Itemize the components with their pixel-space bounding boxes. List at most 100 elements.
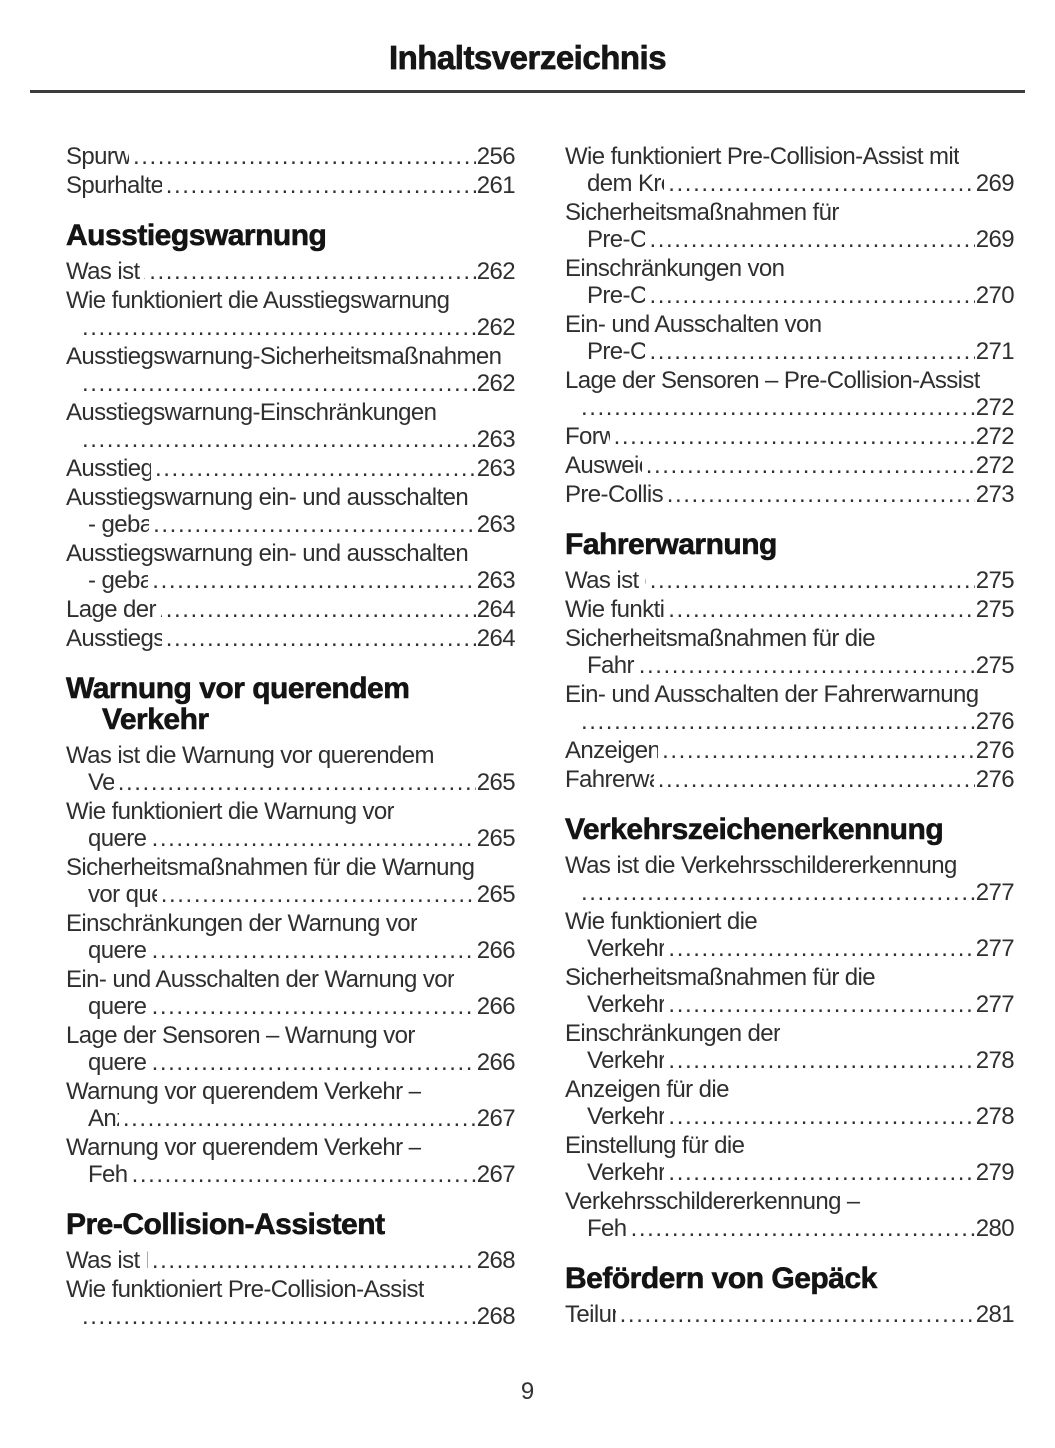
toc-entry-line: 262 [66,314,516,341]
dot-leader [662,737,975,764]
toc-entry: Ein- und Ausschalten der Warnung vor quer… [66,966,516,1020]
toc-entry-line: querendem Verkehr 266 [66,937,516,964]
toc-section-heading: Ausstiegswarnung [66,220,515,252]
toc-entry: Ausstiegswarnung-Sicherheitsmaßnahmen262 [66,343,516,397]
dot-leader [82,370,476,397]
toc-entry-line: Ein- und Ausschalten der Warnung vor [66,966,515,993]
dot-leader [123,1105,476,1132]
dot-leader [133,143,476,170]
toc-section-heading: Pre-Collision-Assistent [66,1209,515,1241]
toc-entry: Pre-Collision-Assist – Fehlersuche 273 [565,481,1015,508]
toc-section-heading-line: Befördern von Gepäck [565,1262,878,1295]
toc-entry-line: 268 [66,1303,516,1330]
toc-entry: Einschränkungen der Warnung vorquerendem… [66,910,516,964]
toc-entry: Ausweich-Lenk-Assistent 272 [565,452,1015,479]
toc-entry: Anzeigen für die Fahrerwarnung 276 [565,737,1015,764]
toc-entry-line: Fahrerwarnung 275 [565,652,1015,679]
toc-entry-line: querendem Verkehr 265 [66,825,516,852]
toc-entry-line: Anzeigen für die [565,1076,1014,1103]
toc-entry-line: Wie funktioniert Pre-Collision-Assist [66,1276,515,1303]
dot-leader [581,879,975,906]
toc-entry-line: 272 [565,394,1015,421]
toc-entry-line: Sicherheitsmaßnahmen für die [565,964,1014,991]
toc-entry-page: 256 [476,143,516,170]
toc-entry: Spurhalteassistent – Fehlersuche 261 [66,172,516,199]
dot-leader [668,170,974,197]
toc-entry-line: Was ist die Warnung vor querendem [66,742,515,769]
page-title: Inhaltsverzeichnis [388,39,667,76]
toc-entry-page: 281 [975,1301,1015,1328]
toc-entry-line: Fehlersuche 267 [66,1161,516,1188]
dot-leader [82,314,476,341]
dot-leader [118,769,476,796]
dot-leader [668,1159,974,1186]
toc-entry-page: 279 [975,1159,1015,1186]
toc-entry-page: 262 [476,314,516,341]
toc-entry-line: Lage der Sensoren – Pre-Collision-Assist [565,367,1014,394]
toc-entry-text: querendem Verkehr [88,825,148,852]
toc-entry: Sicherheitsmaßnahmen für dieVerkehrsschi… [565,964,1015,1018]
toc-entry-page: 269 [975,226,1015,253]
toc-entry-line: Einschränkungen der [565,1020,1014,1047]
toc-entry: Verkehrsschildererkennung –Fehlersuche 28… [565,1188,1015,1242]
toc-entry-text: Einschränkungen von [565,255,785,282]
toc-entry-text: Wie funktioniert Pre-Collision-Assist [66,1276,424,1303]
toc-entry-text: Lage der Ausstiegswarnsensoren [66,596,162,623]
toc-entry: Was ist die Warnung vor querendemVerkehr… [66,742,516,796]
dot-leader [152,825,476,852]
toc-entry-line: querendem Verkehr 266 [66,993,516,1020]
toc-entry-text: Verkehrsschildererkennung [587,991,665,1018]
toc-entry-text: Ausweich-Lenk-Assistent [565,452,642,479]
toc-entry-page: 267 [476,1161,516,1188]
toc-entry-line: Wie funktioniert die Warnung vor [66,798,515,825]
toc-entry-text: Verkehrsschildererkennung [587,1047,665,1074]
toc-column-right: Wie funktioniert Pre-Collision-Assist mi… [565,143,1015,1332]
dot-leader [132,1161,476,1188]
dot-leader [668,596,975,623]
toc-entry-text: Lage der Sensoren – Pre-Collision-Assist [565,367,980,394]
toc-entry: Wie funktioniert dieVerkehrsschildererke… [565,908,1015,962]
toc-entry-line: 262 [66,370,516,397]
toc-entry-line: Wie funktioniert die Fahrerwarnung 275 [565,596,1015,623]
toc-entry-text: Sicherheitsmaßnahmen für die [565,625,876,652]
toc-entry-page: 276 [975,766,1015,793]
toc-entry-text: Wie funktioniert Pre-Collision-Assist mi… [565,143,960,170]
toc-section-heading-line: Verkehrszeichenerkennung [565,813,944,846]
page-number: 9 [520,1378,535,1405]
dot-leader [631,1215,975,1242]
toc-entry-text: Verkehr [88,769,114,796]
dot-leader [581,708,975,735]
toc-entry-text: Warnung vor querendem Verkehr – [66,1078,422,1105]
toc-entry-text: Fehlersuche [587,1215,627,1242]
toc-entry-line: 276 [565,708,1015,735]
toc-entry-line: querendem Verkehr 266 [66,1049,516,1076]
toc-entry: Einstellung für dieVerkehrsschildererken… [565,1132,1015,1186]
toc-entry-line: Ausstiegswarnung-Anzeigen 263 [66,455,516,482]
toc-entry-line: Verkehr 265 [66,769,516,796]
toc-entry-text: Was ist die Fahrerwarnung [565,567,646,594]
toc-entry: Ausstiegswarnung-Anzeigen 263 [66,455,516,482]
dot-leader [152,567,475,594]
toc-entry-line: Fahrerwarnung – Fehlersuche 276 [565,766,1015,793]
toc-entry-line: Ein- und Ausschalten der Fahrerwarnung [565,681,1014,708]
toc-entry-text: Warnung vor querendem Verkehr – [66,1134,422,1161]
toc-entry-text: Ausstiegswarnung – Fehlersuche [66,625,162,652]
toc-entry: Anzeigen für dieVerkehrsschildererkennun… [565,1076,1015,1130]
toc-entry: Teilungssystem 281 [565,1301,1015,1328]
toc-entry-line: Verkehrsschildererkennung 279 [565,1159,1015,1186]
toc-section-heading: Verkehrszeichenerkennung [565,813,1014,846]
dot-leader [668,1047,974,1074]
toc-entry: Sicherheitsmaßnahmen fürPre-Collision-As… [565,199,1015,253]
toc-entry-line: Pre-Collision-Assist – Fehlersuche 273 [565,481,1015,508]
toc-entry-line: Ausstiegswarnung – Fehlersuche 264 [66,625,516,652]
toc-entry: Lage der Sensoren – Warnung vorquerendem… [66,1022,516,1076]
dot-leader [649,282,974,309]
toc-entry-line: Was ist die Fahrerwarnung 275 [565,567,1015,594]
toc-entry-text: dem Kreuzungsassistenten [587,170,664,197]
toc-entry-page: 268 [476,1303,516,1330]
toc-entry: Ausstiegswarnung ein- und ausschalten - g… [66,484,516,538]
toc-entry: Wie funktioniert die Fahrerwarnung 275 [565,596,1015,623]
toc-entry-line: Wie funktioniert die [565,908,1014,935]
toc-entry-page: 262 [476,258,516,285]
